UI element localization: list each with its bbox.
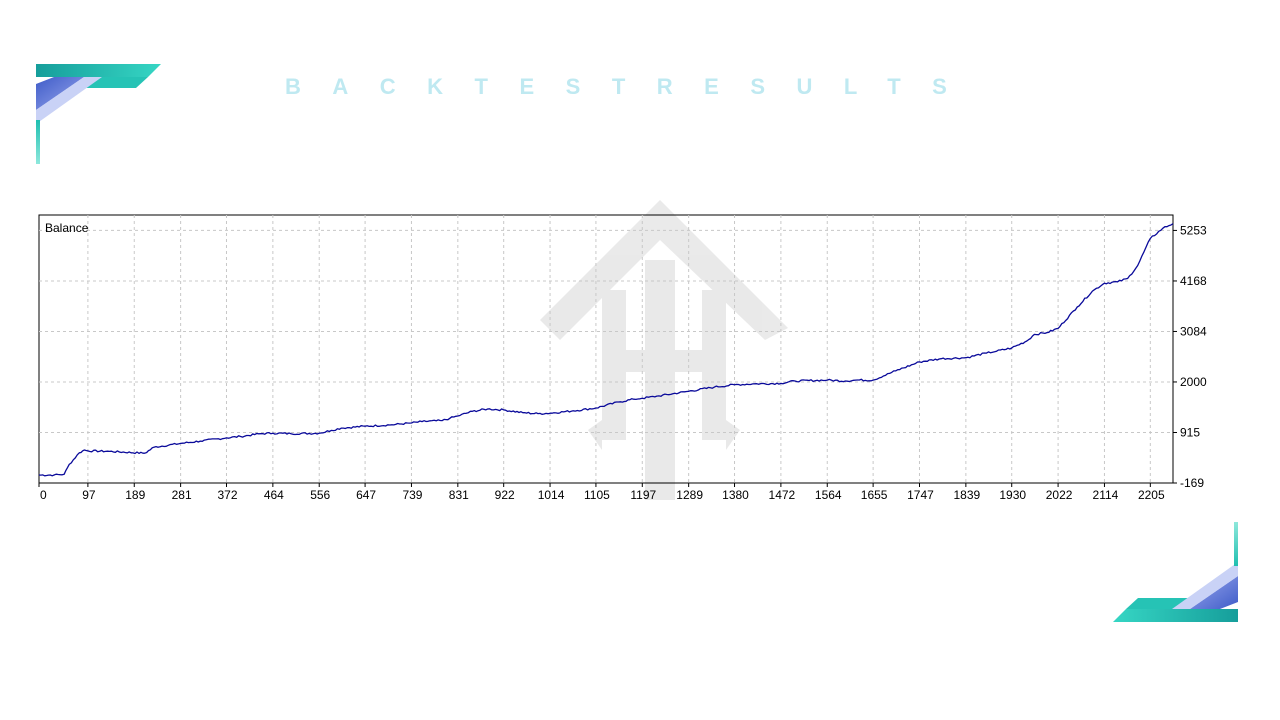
x-tick-label: 97	[82, 488, 96, 502]
plot-frame	[38, 214, 1174, 484]
x-tick-label: 831	[449, 488, 469, 502]
x-tick-label: 2114	[1093, 488, 1119, 502]
x-tick-label: 372	[217, 488, 237, 502]
x-tick-label: 1105	[584, 488, 610, 502]
x-tick-label: 0	[40, 488, 47, 502]
x-tick-label: 739	[402, 488, 422, 502]
x-tick-label: 1655	[861, 488, 888, 502]
decorative-stripes-icon	[1113, 522, 1238, 622]
x-tick-label: 647	[356, 488, 376, 502]
balance-series-line	[38, 223, 1174, 477]
x-tick-label: 1472	[769, 488, 796, 502]
x-tick-label: 1930	[999, 488, 1026, 502]
decorative-stripes-icon	[36, 64, 161, 164]
y-tick-label: 2000	[1180, 375, 1207, 389]
x-tick-label: 1839	[954, 488, 981, 502]
x-tick-label: 2205	[1138, 488, 1165, 502]
y-tick-label: -169	[1180, 476, 1204, 490]
page-title: BACKTESTRESULTS	[285, 74, 979, 99]
x-tick-label: 922	[495, 488, 515, 502]
x-tick-label: 2022	[1046, 488, 1073, 502]
x-tick-label: 1197	[630, 488, 656, 502]
x-tick-label: 1747	[907, 488, 934, 502]
x-tick-label: 281	[172, 488, 192, 502]
x-tick-label: 1380	[722, 488, 749, 502]
chart-title: Balance	[45, 221, 89, 235]
x-tick-label: 1289	[676, 488, 703, 502]
x-tick-label: 464	[264, 488, 284, 502]
arrow-logo-icon	[540, 200, 788, 500]
y-tick-label: 5253	[1180, 223, 1207, 237]
y-tick-label: 4168	[1180, 274, 1207, 288]
x-tick-label: 1564	[815, 488, 842, 502]
y-tick-label: 3084	[1180, 324, 1207, 338]
x-tick-label: 556	[310, 488, 330, 502]
x-tick-label: 1014	[538, 488, 565, 502]
y-tick-label: 915	[1180, 426, 1200, 440]
x-tick-label: 189	[125, 488, 145, 502]
